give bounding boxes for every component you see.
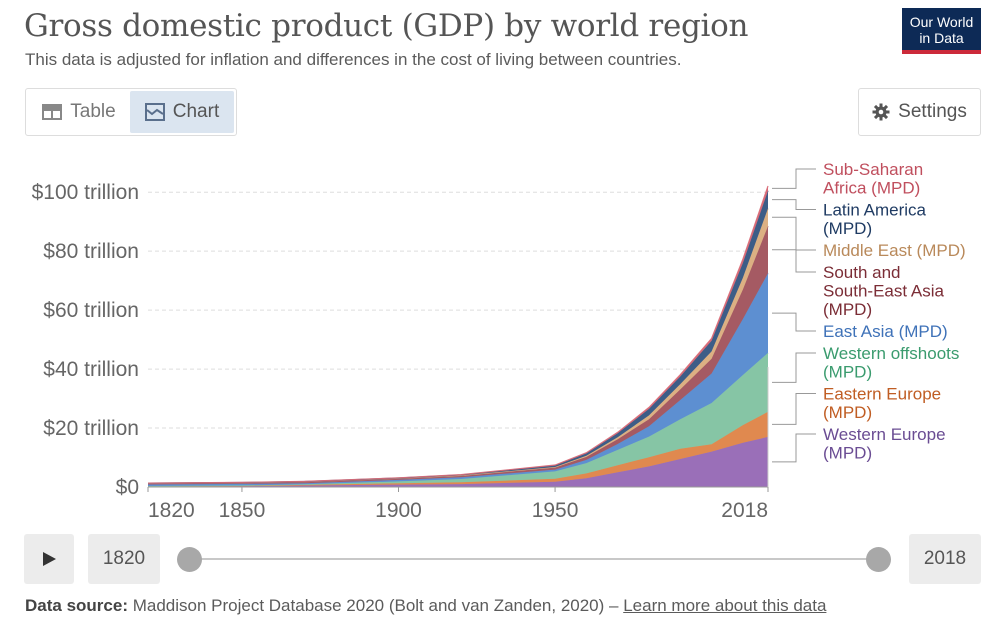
legend-label-line: Sub-Saharan	[823, 160, 923, 179]
legend-label-line: (MPD)	[823, 219, 872, 238]
legend-label-5: Middle East (MPD)	[823, 241, 966, 260]
data-source-text: Maddison Project Database 2020 (Bolt and…	[132, 596, 624, 615]
legend-label-line: Latin America	[823, 201, 927, 220]
legend-connector-3	[772, 312, 816, 332]
timeline-end-handle[interactable]	[866, 547, 891, 572]
legend-label-line: East Asia (MPD)	[823, 322, 948, 341]
y-tick-label: $60 trillion	[43, 299, 139, 322]
x-tick-label: 1900	[375, 499, 422, 522]
grid-lines	[148, 191, 768, 429]
legend-label-4: South and South-East Asia (MPD)	[823, 263, 945, 319]
legend-label-line: (MPD)	[823, 300, 872, 319]
legend-connector-4	[772, 249, 816, 273]
legend-connector-6	[772, 199, 816, 210]
settings-label: Settings	[898, 101, 967, 122]
area-series-1	[148, 411, 768, 487]
timeline-track[interactable]	[189, 558, 879, 560]
x-tick-label: 2018	[721, 499, 768, 522]
y-tick-label: $80 trillion	[43, 240, 139, 263]
tab-table[interactable]: Table	[28, 91, 130, 133]
y-tick-label: $40 trillion	[43, 358, 139, 381]
legend-label-3: East Asia (MPD)	[823, 322, 948, 341]
x-tick-label: 1820	[148, 499, 195, 522]
timeline-start-handle[interactable]	[177, 547, 202, 572]
play-icon	[43, 552, 56, 566]
settings-button[interactable]: Settings	[858, 88, 981, 136]
legend-label-line: Middle East (MPD)	[823, 241, 966, 260]
legend-connector-0	[772, 433, 816, 463]
legend-label-line: South-East Asia	[823, 282, 945, 301]
legend-label-line: Eastern Europe	[823, 385, 941, 404]
tab-chart-label: Chart	[172, 101, 220, 122]
legend-label-0: Western Europe (MPD)	[823, 425, 946, 463]
timeline-end-year[interactable]: 2018	[909, 534, 981, 584]
tab-table-label: Table	[70, 101, 116, 122]
chart-icon	[144, 103, 165, 121]
learn-more-link[interactable]: Learn more about this data	[623, 596, 827, 615]
logo-line-2: in Data	[919, 30, 964, 46]
legend: Sub-Saharan Africa (MPD)Latin America (MPD…	[772, 160, 966, 463]
legend-connector-2	[772, 352, 816, 383]
owid-logo[interactable]: Our World in Data	[902, 8, 981, 54]
view-tabs: Table Chart	[25, 88, 237, 136]
legend-label-line: (MPD)	[823, 363, 872, 382]
legend-label-line: Africa (MPD)	[823, 179, 920, 198]
legend-label-line: South and	[823, 263, 901, 282]
chart-subtitle: This data is adjusted for inflation and …	[25, 50, 682, 69]
timeline-start-year[interactable]: 1820	[88, 534, 160, 584]
area-series	[147, 185, 769, 487]
area-series-0	[148, 436, 768, 487]
legend-connector-7	[772, 168, 816, 189]
legend-label-line: (MPD)	[823, 403, 872, 422]
play-button[interactable]	[24, 534, 74, 584]
data-source-label: Data source:	[25, 596, 128, 615]
gdp-area-chart: $0 $20 trillion $40 trillion $60 trillion $8…	[32, 160, 966, 522]
legend-label-line: (MPD)	[823, 444, 872, 463]
y-tick-label: $20 trillion	[43, 417, 139, 440]
data-source: Data source: Maddison Project Database 2…	[25, 596, 826, 616]
axes: $0 $20 trillion $40 trillion $60 trillion $8…	[32, 181, 769, 522]
gear-icon	[872, 103, 890, 121]
x-tick-label: 1950	[532, 499, 579, 522]
y-tick-label: $0	[116, 476, 139, 499]
legend-connector-5	[772, 216, 816, 251]
table-icon	[42, 104, 63, 120]
legend-label-6: Latin America (MPD)	[823, 201, 927, 239]
legend-label-7: Sub-Saharan Africa (MPD)	[823, 160, 923, 198]
legend-label-2: Western offshoots (MPD)	[823, 344, 959, 382]
tab-chart[interactable]: Chart	[130, 91, 234, 133]
chart-title: Gross domestic product (GDP) by world re…	[24, 8, 749, 44]
legend-label-1: Eastern Europe (MPD)	[823, 385, 941, 423]
y-tick-label: $100 trillion	[32, 181, 139, 204]
legend-connector-1	[772, 393, 816, 425]
x-tick-label: 1850	[219, 499, 266, 522]
legend-label-line: Western Europe	[823, 425, 946, 444]
legend-label-line: Western offshoots	[823, 344, 959, 363]
area-series-2	[148, 352, 768, 487]
logo-line-1: Our World	[909, 14, 974, 30]
area-edge-7	[147, 185, 769, 484]
